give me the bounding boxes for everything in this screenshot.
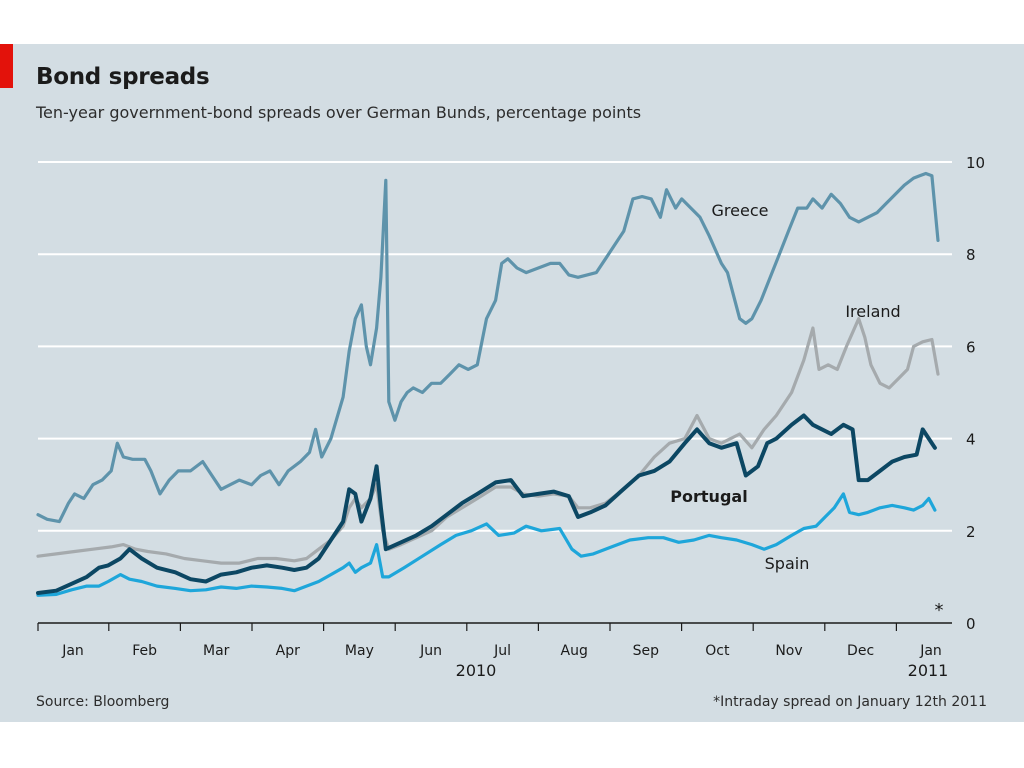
x-tick-label: Jan [919,643,942,659]
y-tick-label: 4 [966,431,976,449]
x-tick-label: Nov [775,643,802,659]
line-chart: 0 2 4 6 8 10 Greece Ireland Portugal Spain Jan Fe… [36,154,985,680]
x-tick-label: Feb [132,643,157,659]
x-tick-label: Jul [493,643,511,659]
x-tick-label: Dec [847,643,874,659]
series-line-spain [36,492,937,597]
series-line-portugal [36,413,937,595]
y-tick-label: 6 [966,338,976,356]
y-tick-label: 2 [966,523,976,541]
series-label-spain: Spain [765,554,810,573]
x-tick-label: Apr [276,643,300,659]
series-labels: Greece Ireland Portugal Spain [670,201,900,573]
footnote: *Intraday spread on January 12th 2011 [713,694,987,710]
x-tick-label: Jan [61,643,84,659]
x-tick-label: Jun [419,643,442,659]
series-lines [36,171,940,597]
y-tick-label: 0 [966,615,976,633]
year-label: 2011 [908,661,949,680]
series-label-ireland: Ireland [845,302,900,321]
series-line-greece [36,171,940,524]
x-tick-label: Aug [561,643,588,659]
chart-subtitle: Ten-year government-bond spreads over Ge… [36,103,642,122]
series-label-portugal: Portugal [670,487,747,506]
intraday-asterisk: * [935,600,944,621]
x-tick-label: Sep [633,643,660,659]
chart-panel: Bond spreads Ten-year government-bond sp… [0,44,1024,722]
source-note: Source: Bloomberg [36,694,170,710]
gridlines: 0 2 4 6 8 10 [38,154,985,633]
x-tick-label: May [345,643,374,659]
chart-title: Bond spreads [36,64,210,90]
x-axis: Jan Feb Mar Apr May Jun Jul Aug Sep Oct Nov Dec Jan 2… [37,623,949,680]
x-tick-label: Oct [705,643,730,659]
x-tick-label: Mar [203,643,230,659]
year-label: 2010 [456,661,497,680]
series-label-greece: Greece [712,201,769,220]
y-tick-label: 8 [966,246,976,264]
y-tick-label: 10 [966,154,985,172]
accent-red-bar [0,44,13,88]
